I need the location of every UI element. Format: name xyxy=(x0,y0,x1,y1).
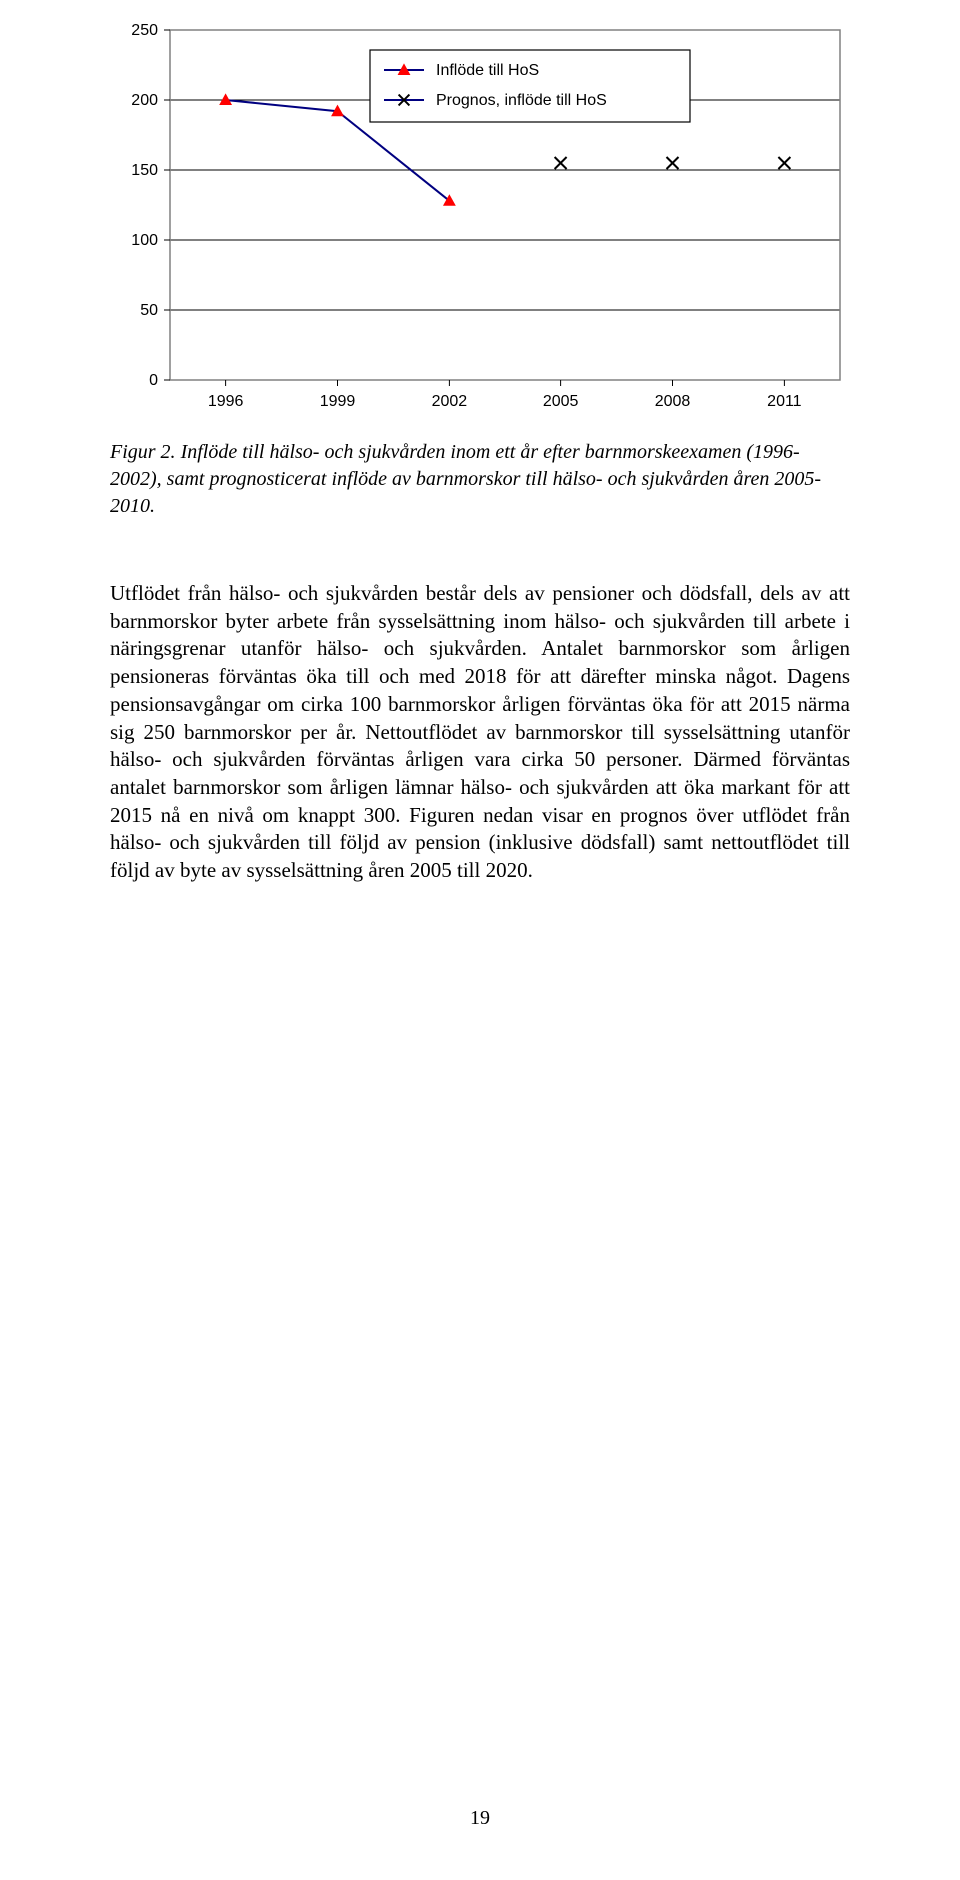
svg-text:2002: 2002 xyxy=(432,393,468,410)
svg-text:100: 100 xyxy=(131,232,158,249)
body-paragraph: Utflödet från hälso- och sjukvården best… xyxy=(110,580,850,885)
svg-text:150: 150 xyxy=(131,162,158,179)
svg-text:1999: 1999 xyxy=(320,393,356,410)
svg-text:2008: 2008 xyxy=(655,393,691,410)
figure-caption-text: Inflöde till hälso- och sjukvården inom … xyxy=(110,441,821,517)
svg-text:2011: 2011 xyxy=(767,393,802,410)
svg-text:200: 200 xyxy=(131,92,158,109)
svg-text:Inflöde till HoS: Inflöde till HoS xyxy=(436,62,539,79)
svg-text:50: 50 xyxy=(140,302,158,319)
page-number: 19 xyxy=(110,1807,850,1830)
chart-container: 0 50 100 150 200 250 1996 1999 2002 2005 2008 2011 I… xyxy=(110,20,850,425)
figure-caption: Figur 2. Inflöde till hälso- och sjukvår… xyxy=(110,439,850,520)
svg-text:250: 250 xyxy=(131,22,158,39)
figure-label: Figur 2. xyxy=(110,441,176,463)
svg-text:1996: 1996 xyxy=(208,393,244,410)
line-chart: 0 50 100 150 200 250 1996 1999 2002 2005 2008 2011 I… xyxy=(110,20,850,420)
svg-text:Prognos, inflöde till HoS: Prognos, inflöde till HoS xyxy=(436,92,607,109)
svg-text:2005: 2005 xyxy=(543,393,579,410)
svg-text:0: 0 xyxy=(149,372,158,389)
